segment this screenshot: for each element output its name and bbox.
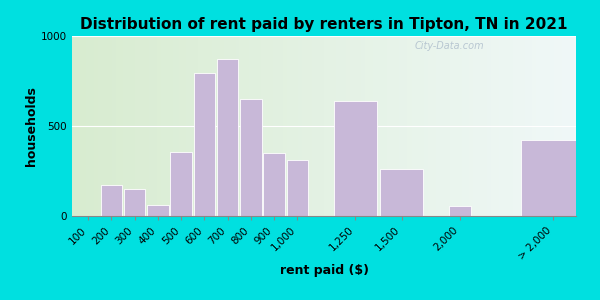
Y-axis label: households: households	[25, 86, 38, 166]
Bar	[334, 101, 377, 216]
Bar	[124, 189, 145, 216]
Bar	[101, 184, 122, 216]
Bar	[147, 205, 169, 216]
Bar	[194, 73, 215, 216]
Text: City-Data.com: City-Data.com	[415, 41, 484, 51]
Bar	[380, 169, 423, 216]
Bar	[217, 58, 238, 216]
X-axis label: rent paid ($): rent paid ($)	[280, 264, 368, 277]
Bar	[521, 140, 585, 216]
Bar	[287, 160, 308, 216]
Title: Distribution of rent paid by renters in Tipton, TN in 2021: Distribution of rent paid by renters in …	[80, 17, 568, 32]
Bar	[170, 152, 192, 216]
Bar	[449, 206, 470, 216]
Bar	[240, 99, 262, 216]
Bar	[263, 153, 285, 216]
